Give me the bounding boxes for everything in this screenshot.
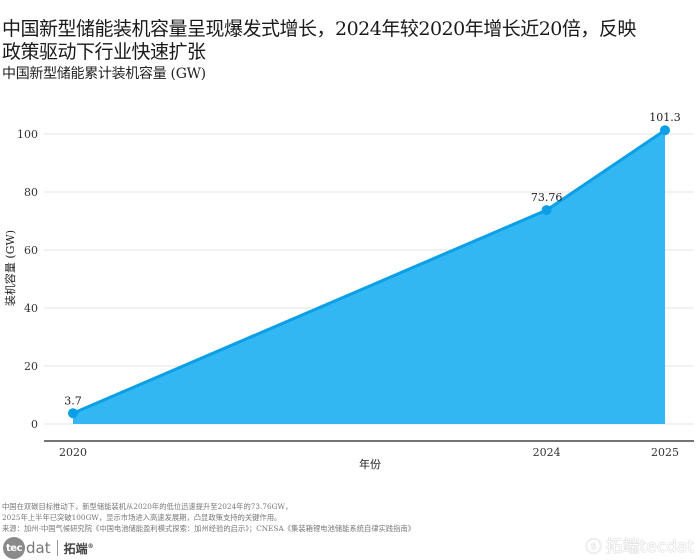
chart-subtitle: 中国新型储能累计装机容量 (GW) bbox=[2, 66, 206, 82]
y-tick-label: 20 bbox=[24, 360, 38, 373]
tecdat-logo: tec dat 拓端® bbox=[3, 537, 94, 559]
data-labels: 3.7 73.76 101.3 bbox=[64, 111, 681, 407]
footer-line-1: 中国在双碳目标推动下，新型储能装机从2020年的低位迅速提升至2024年的73.… bbox=[2, 502, 293, 511]
y-tick-label: 80 bbox=[24, 186, 38, 199]
data-point-marker[interactable] bbox=[541, 205, 552, 216]
data-label: 3.7 bbox=[64, 394, 82, 407]
x-axis-label: 年份 bbox=[359, 457, 381, 471]
y-tick-label: 40 bbox=[24, 302, 38, 315]
footer-line-2: 2025年上半年已突破100GW，显示市场进入高速发展期，凸显政策支持的关键作用… bbox=[2, 513, 282, 522]
footer-source: 来源：加州-中国气候研究院《中国电池储能盈利模式探索：加州经验的启示》；CNES… bbox=[2, 524, 416, 533]
y-tick-label: 60 bbox=[24, 244, 38, 257]
y-tick-label: 0 bbox=[31, 418, 38, 431]
data-point-marker[interactable] bbox=[660, 125, 670, 136]
data-markers bbox=[68, 125, 670, 419]
y-axis-label: 装机容量 (GW) bbox=[3, 230, 17, 306]
logo-divider bbox=[56, 540, 58, 556]
footer-notes: 中国在双碳目标推动下，新型储能装机从2020年的低位迅速提升至2024年的73.… bbox=[2, 501, 415, 534]
logo-dat-text: dat bbox=[26, 539, 51, 557]
logo-cn-text: 拓端® bbox=[64, 540, 94, 557]
registered-mark: ® bbox=[87, 542, 94, 550]
x-tick-label: 2025 bbox=[651, 446, 679, 459]
data-label: 73.76 bbox=[531, 191, 563, 204]
y-tick-label: 100 bbox=[17, 128, 38, 141]
x-tick-label: 2020 bbox=[59, 446, 87, 459]
data-label: 101.3 bbox=[649, 111, 681, 124]
x-tick-labels: 2020 2024 2025 bbox=[59, 446, 679, 459]
y-tick-labels: 0 20 40 60 80 100 bbox=[17, 128, 38, 431]
data-point-marker[interactable] bbox=[68, 408, 78, 419]
weibo-watermark: ⓢ 拓端tecdat bbox=[585, 532, 694, 558]
chart-title: 中国新型储能装机容量呈现爆发式增长，2024年较2020年增长近20倍，反映政策… bbox=[2, 18, 636, 63]
area-fill bbox=[73, 130, 665, 425]
logo-circle: tec bbox=[3, 537, 25, 559]
weibo-icon: ⓢ bbox=[585, 536, 602, 556]
watermark-text: 拓端tecdat bbox=[605, 537, 694, 557]
x-tick-label: 2024 bbox=[533, 446, 561, 459]
logo-cn-label: 拓端 bbox=[63, 541, 88, 556]
